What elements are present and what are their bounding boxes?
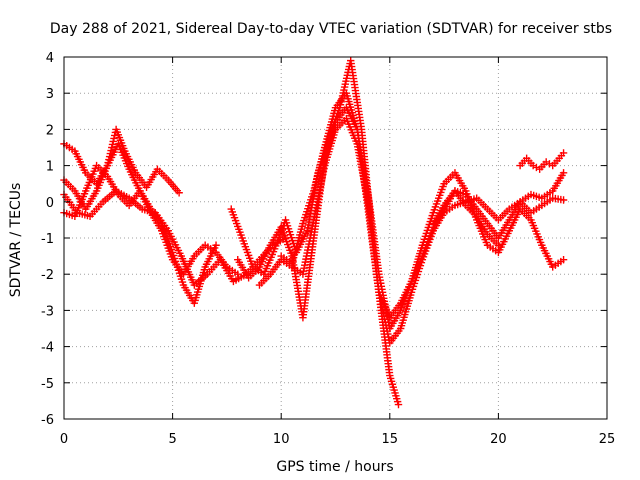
y-tick-label: 2 bbox=[46, 123, 54, 138]
x-axis-label: GPS time / hours bbox=[276, 459, 393, 475]
y-tick-label: 3 bbox=[46, 87, 54, 102]
y-tick-label: 0 bbox=[46, 196, 54, 211]
x-tick-label: 5 bbox=[168, 432, 176, 447]
ticks: 0 5 10 15 20 25 -6 -5 -4 -3 -2 -1 0 1 2 3 4 bbox=[41, 51, 615, 447]
series-markers bbox=[516, 149, 568, 173]
x-tick-label: 25 bbox=[599, 432, 616, 447]
y-tick-label: -5 bbox=[41, 377, 54, 392]
y-tick-label: 1 bbox=[46, 160, 54, 175]
y-axis-label: SDTVAR / TECUs bbox=[8, 183, 24, 298]
series-markers bbox=[429, 169, 568, 242]
chart-title: Day 288 of 2021, Sidereal Day-to-day VTE… bbox=[50, 21, 612, 37]
y-tick-label: -1 bbox=[41, 232, 54, 247]
y-tick-label: -4 bbox=[41, 341, 54, 356]
y-tick-label: 4 bbox=[46, 51, 54, 66]
x-tick-label: 15 bbox=[382, 432, 399, 447]
x-tick-label: 0 bbox=[60, 432, 68, 447]
y-tick-label: -3 bbox=[41, 304, 54, 319]
series-track-10 bbox=[516, 149, 568, 173]
series-markers bbox=[60, 125, 183, 197]
x-tick-label: 10 bbox=[273, 432, 290, 447]
series-track-8 bbox=[277, 89, 568, 322]
x-tick-label: 20 bbox=[490, 432, 507, 447]
series-track-9 bbox=[429, 169, 568, 242]
data-points bbox=[60, 56, 568, 409]
y-tick-label: -2 bbox=[41, 268, 54, 283]
series-markers bbox=[277, 89, 568, 322]
series-track-1 bbox=[60, 125, 183, 197]
y-tick-label: -6 bbox=[41, 413, 54, 428]
